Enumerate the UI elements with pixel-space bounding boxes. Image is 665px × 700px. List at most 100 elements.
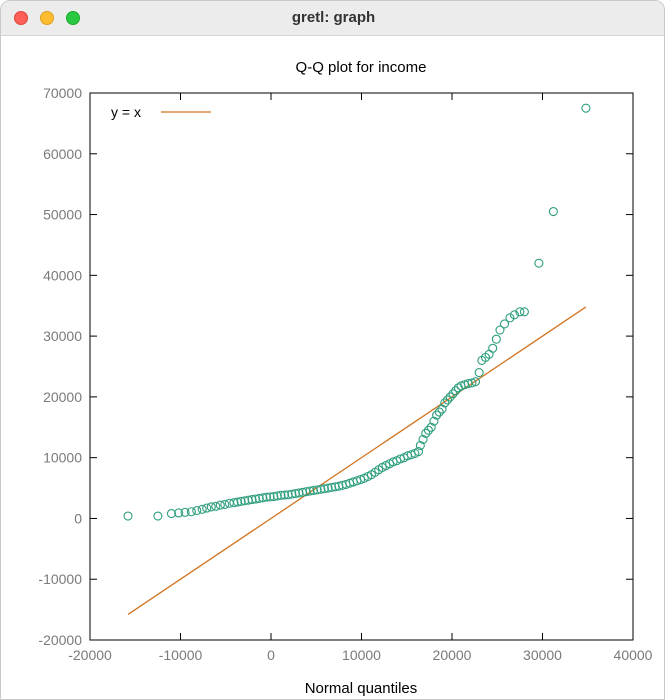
data-point [319,484,329,494]
data-point [505,313,515,323]
data-point [327,482,337,492]
data-point [534,258,544,268]
data-point [254,493,264,503]
minimize-window-button[interactable] [40,11,54,25]
data-point [421,428,431,438]
data-point [123,511,133,521]
data-point [232,497,243,507]
data-point [429,416,439,426]
data-point [174,508,184,518]
data-point [440,398,450,408]
data-point [308,485,319,496]
maximize-window-button[interactable] [66,11,80,25]
x-axis: -20000 -10000 0 10000 20000 30000 40000 [68,93,653,663]
data-point [423,425,434,435]
data-point [276,490,286,500]
data-point [442,395,453,405]
data-point [258,493,268,503]
data-point [220,499,230,510]
data-point [269,492,279,502]
y-tick-label: 50000 [43,207,82,223]
data-point [418,434,428,444]
data-point [434,407,444,417]
data-point [495,325,505,335]
data-point [445,392,455,402]
data-point [290,488,300,499]
data-point [243,495,253,505]
data-point [294,488,304,498]
y-tick-label: 70000 [43,85,82,101]
data-point [470,377,481,387]
y-tick-label: -10000 [38,571,82,587]
reference-line [127,306,587,616]
data-point [251,494,261,504]
data-point [280,490,290,500]
data-point [415,440,425,451]
data-point [581,103,591,113]
y-axis: -20000 -10000 0 10000 20000 30000 40000 50000 60… [38,85,633,648]
y-tick-label: 40000 [43,267,82,283]
data-point [491,334,501,344]
data-point [437,404,447,414]
plot-frame [89,92,634,641]
data-point [305,486,315,496]
data-point [488,343,498,353]
data-point [474,368,484,378]
data-point [283,490,293,500]
data-point [261,492,272,502]
data-point [247,495,257,505]
legend: y = x [111,104,211,120]
data-point [180,507,190,517]
x-tick-label: 10000 [342,647,381,663]
x-tick-label: 0 [267,647,275,663]
x-axis-label: Normal quantiles [305,680,418,697]
window-title: gretl: graph [291,9,376,26]
x-tick-label: 40000 [614,647,653,663]
data-point [413,447,424,457]
y-tick-label: 20000 [43,389,82,405]
x-tick-label: 20000 [433,647,472,663]
y-tick-label: -20000 [38,632,82,648]
x-tick-label: -20000 [68,647,112,663]
y-tick-label: 60000 [43,146,82,162]
data-point [192,505,202,516]
data-point [323,483,333,493]
data-point [166,509,176,519]
data-point [519,307,529,317]
data-point [202,503,212,513]
data-point [426,422,436,432]
data-point [509,310,519,320]
y-tick-label: 30000 [43,328,82,344]
data-point [206,502,216,512]
data-point [236,496,246,506]
data-point [448,389,458,399]
data-point [499,319,510,329]
data-point [272,491,282,501]
data-point [432,410,442,420]
window-titlebar[interactable]: gretl: graph [1,1,664,36]
data-point [186,507,196,517]
x-tick-label: -10000 [159,647,203,663]
x-tick-label: 30000 [523,647,562,663]
data-point [548,206,558,217]
data-point [287,489,297,499]
data-points [123,103,591,521]
data-point [240,496,250,506]
legend-label: y = x [111,104,141,120]
data-point [153,511,163,521]
data-point [298,487,308,497]
data-point [211,501,221,511]
data-point [265,492,275,502]
plot-area: Q-Q plot for income -20000 -10000 0 10000 20… [1,36,664,699]
data-point [229,498,239,508]
data-point [316,484,326,494]
data-point [197,504,207,514]
data-point [312,485,322,495]
y-tick-label: 0 [74,510,82,526]
y-tick-label: 10000 [43,450,82,466]
close-window-button[interactable] [14,11,28,25]
data-point [467,378,477,388]
qq-plot: Q-Q plot for income -20000 -10000 0 10000 20… [38,59,653,697]
data-point [515,307,525,317]
